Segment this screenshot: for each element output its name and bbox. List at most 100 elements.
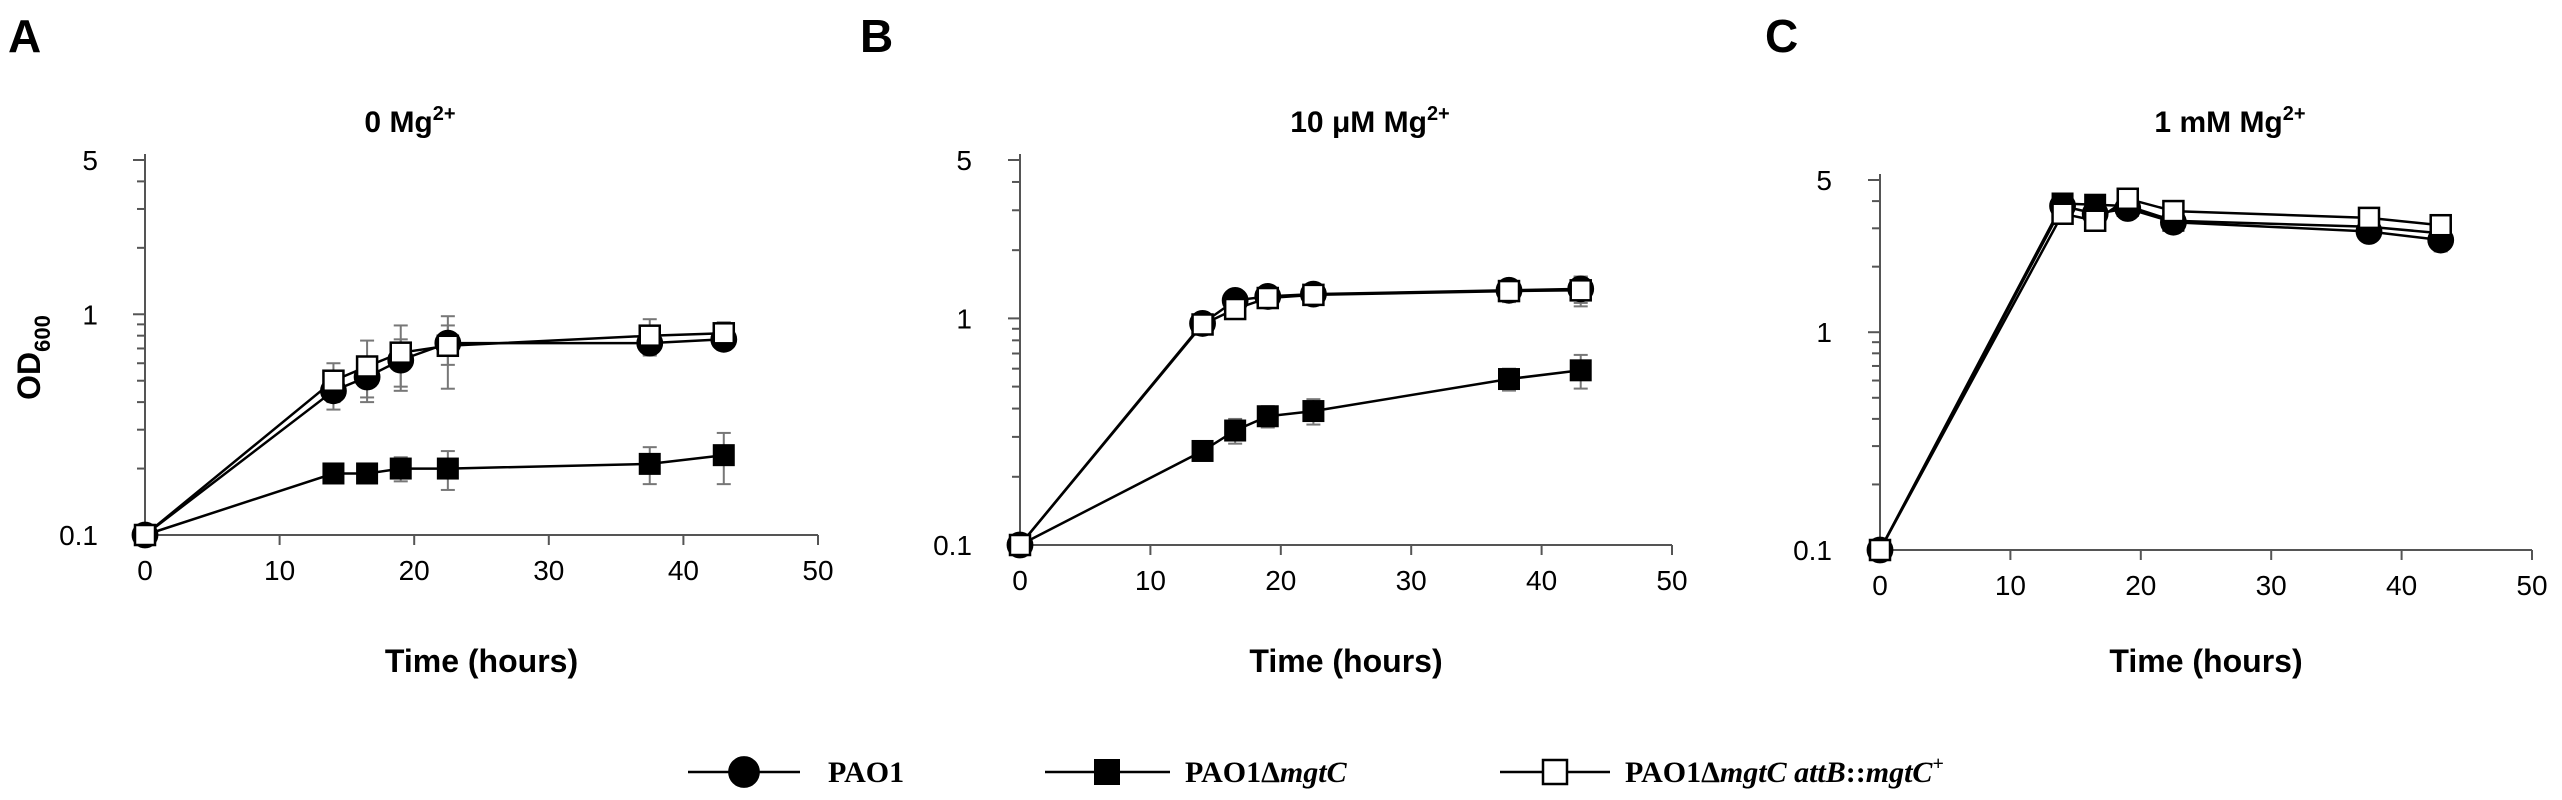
y-tick-label: 1 <box>82 299 98 330</box>
data-point <box>356 462 379 485</box>
data-point <box>2083 209 2107 232</box>
series-line-comp <box>1878 197 2441 551</box>
data-point <box>2116 187 2140 211</box>
data-point <box>355 355 379 378</box>
data-point <box>1569 359 1592 382</box>
y-tick-label: 5 <box>956 145 972 176</box>
data-point <box>712 444 735 467</box>
data-point <box>436 334 460 358</box>
x-tick-label: 10 <box>264 555 295 586</box>
legend-label: PAO1 <box>828 756 904 789</box>
series-points-mgtc <box>1869 192 2452 561</box>
x-tick-label: 20 <box>2125 570 2156 601</box>
legend-marker <box>1094 759 1120 785</box>
data-point <box>1497 279 1521 303</box>
data-point <box>1223 297 1247 321</box>
series-line-comp <box>1019 289 1581 546</box>
legend-label-part: + <box>1932 753 1943 775</box>
x-tick-label: 50 <box>802 555 833 586</box>
data-point <box>2162 199 2185 223</box>
data-point <box>1256 286 1280 310</box>
data-point <box>389 341 412 364</box>
data-point <box>1191 439 1214 462</box>
data-point <box>1224 419 1247 442</box>
x-axis-label: Time (hours) <box>1249 643 1442 679</box>
y-axis-label-subscript: 600 <box>30 315 55 352</box>
legend-label-part: mgtC attB <box>1720 756 1846 789</box>
legend-marker <box>1541 758 1569 786</box>
x-tick-label: 30 <box>1396 565 1427 596</box>
data-point <box>322 462 345 485</box>
data-point <box>2051 202 2074 225</box>
data-point <box>436 457 459 480</box>
series-line-mgtc <box>1019 369 1581 547</box>
series-points-comp <box>1008 279 1592 557</box>
data-point <box>2357 206 2381 230</box>
panel-label: B <box>860 10 893 62</box>
series-points-pao1 <box>1006 275 1595 559</box>
x-tick-label: 10 <box>1995 570 2026 601</box>
series-line-comp <box>144 332 724 536</box>
series-line-pao1 <box>1878 204 2441 551</box>
chart-title-superscript: 2+ <box>1427 103 1450 125</box>
panel-label: A <box>8 10 41 62</box>
chart-title-text: 0 Mg <box>364 106 432 139</box>
chart-title-superscript: 2+ <box>2283 103 2306 125</box>
legend-label-part: PAO1Δ <box>1625 756 1720 789</box>
series-points-mgtc <box>1009 359 1592 556</box>
x-tick-label: 0 <box>137 555 153 586</box>
data-point <box>1569 279 1592 302</box>
series-line-mgtc <box>1878 202 2441 551</box>
data-point <box>638 324 661 347</box>
data-point <box>712 322 736 345</box>
series-points-comp <box>133 322 736 547</box>
data-point <box>133 523 157 547</box>
y-tick-label: 0.1 <box>933 530 972 561</box>
data-point <box>1302 400 1325 423</box>
legend-marker <box>728 756 760 788</box>
legend-item-pao1: PAO1 <box>688 756 904 789</box>
chart-title-text: 10 μM Mg <box>1290 106 1427 139</box>
chart-title: 10 μM Mg2+ <box>1290 103 1450 139</box>
series-points-mgtc <box>134 444 735 546</box>
legend-label-part: PAO1Δ <box>1185 756 1280 789</box>
errorbars-mgtc <box>1195 353 1588 460</box>
series-points-pao1 <box>1866 192 2455 564</box>
data-point <box>638 452 661 475</box>
legend-label-part: :: <box>1846 756 1866 789</box>
x-tick-label: 50 <box>2516 570 2547 601</box>
data-point <box>1008 533 1032 557</box>
legend: PAO1 PAO1ΔmgtC PAO1ΔmgtC attB::mgtC+ <box>688 753 1944 789</box>
y-axis-label: OD600 <box>11 315 55 400</box>
x-axis-label: Time (hours) <box>385 643 578 679</box>
data-point <box>1256 405 1279 428</box>
x-tick-label: 0 <box>1012 565 1028 596</box>
legend-label-part: mgtC <box>1866 756 1934 789</box>
x-tick-label: 10 <box>1135 565 1166 596</box>
series-points-pao1 <box>131 325 738 549</box>
x-tick-label: 30 <box>2256 570 2287 601</box>
data-point <box>1302 283 1325 307</box>
series-line-pao1 <box>1019 287 1581 546</box>
chart-title: 0 Mg2+ <box>364 103 455 139</box>
x-tick-label: 40 <box>1526 565 1557 596</box>
legend-label: PAO1ΔmgtC <box>1185 756 1348 789</box>
data-point <box>2429 213 2452 237</box>
legend-item-mgtc: PAO1ΔmgtC <box>1045 756 1348 789</box>
panel-label: C <box>1765 10 1798 62</box>
x-tick-label: 0 <box>1872 570 1888 601</box>
data-point <box>1868 538 1892 562</box>
chart-title-superscript: 2+ <box>433 103 456 125</box>
y-tick-label: 5 <box>1816 165 1832 196</box>
x-tick-label: 20 <box>1265 565 1296 596</box>
x-axis-label: Time (hours) <box>2109 643 2302 679</box>
x-tick-label: 40 <box>668 555 699 586</box>
data-point <box>1191 313 1214 336</box>
y-tick-label: 0.1 <box>59 520 98 551</box>
data-point <box>1498 368 1520 391</box>
y-axis-label-text: OD <box>11 352 47 400</box>
